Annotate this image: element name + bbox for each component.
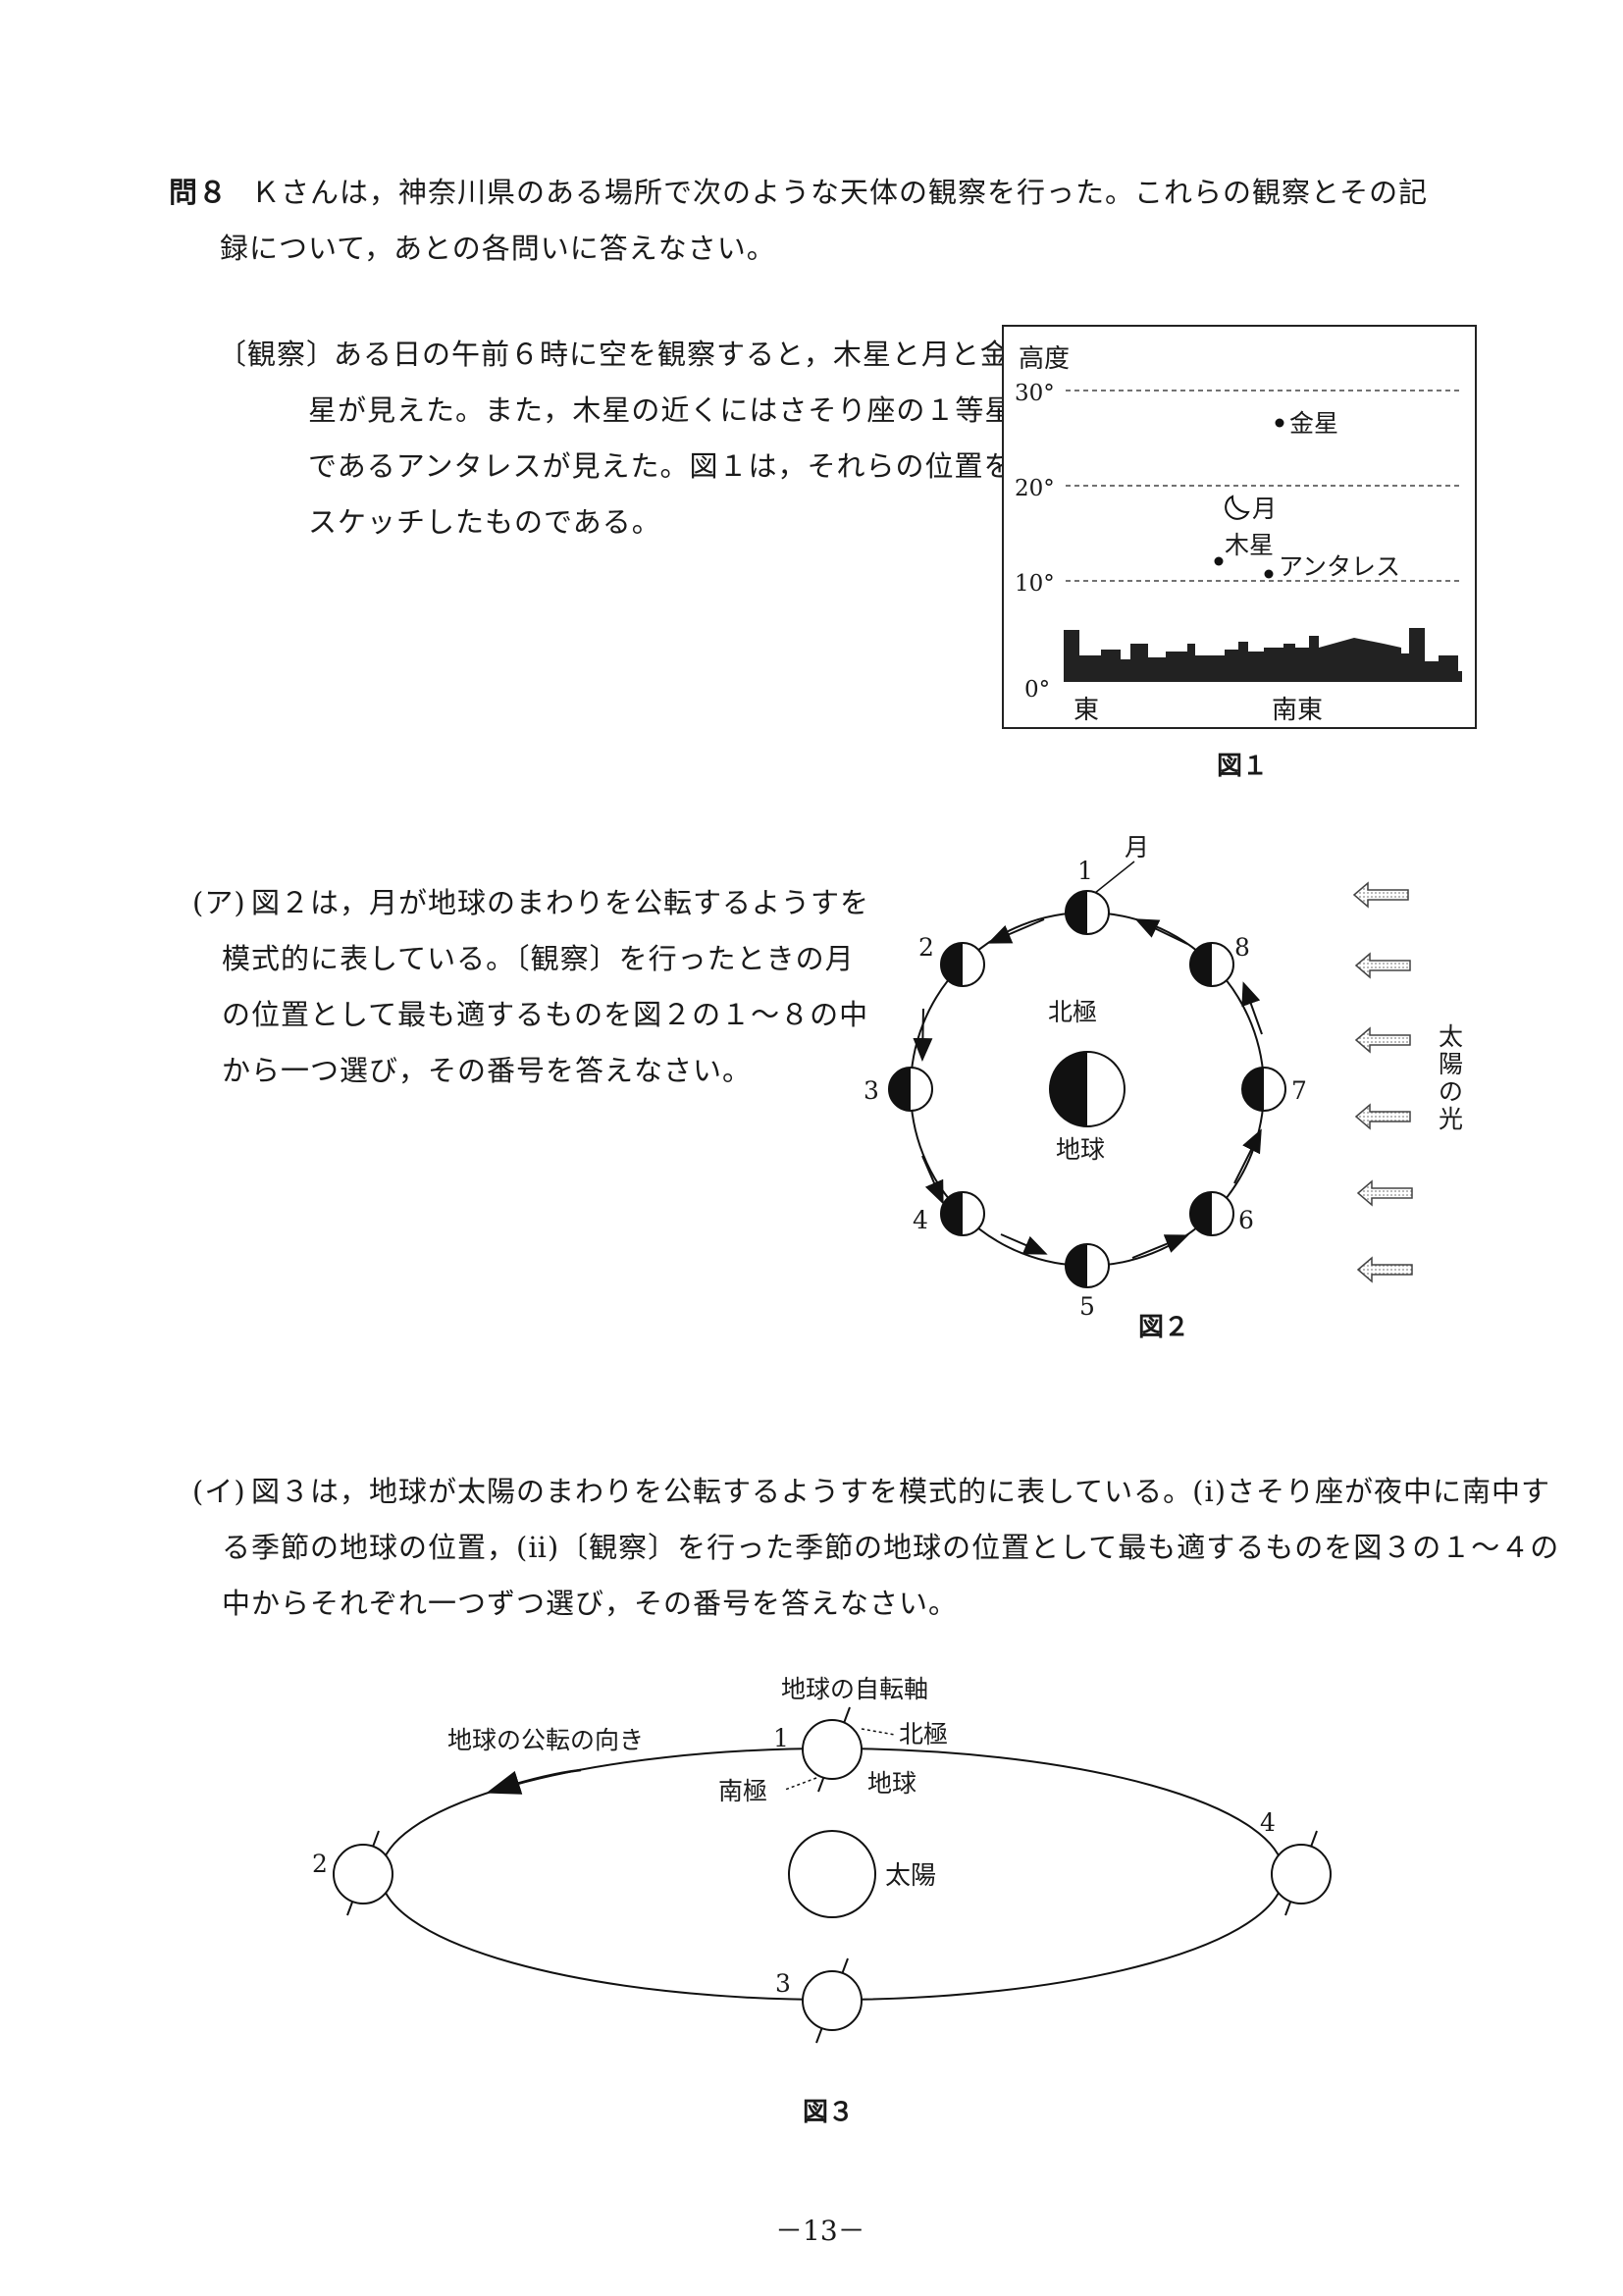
figure1-tick-10: 10° bbox=[1015, 571, 1055, 597]
moon-position-5 bbox=[1065, 1243, 1110, 1288]
moon-crescent-icon bbox=[1225, 495, 1250, 520]
figure3-earth-orbit: 太陽 地球の自転軸 北極 南極 地球 1 2 3 4 地球の公転の向き bbox=[312, 1675, 1332, 2044]
moon-position-4 bbox=[940, 1191, 985, 1236]
position-number-7: 7 bbox=[1291, 1076, 1307, 1105]
figure3-position-2: 2 bbox=[312, 1850, 328, 1878]
position-number-5: 5 bbox=[1079, 1292, 1095, 1321]
page-number: －13－ bbox=[775, 2215, 865, 2247]
observation-line2: 星が見えた。また，木星の近くにはさそり座の１等星 bbox=[308, 393, 1015, 427]
earth-position-4 bbox=[1271, 1830, 1332, 1916]
sun-icon bbox=[788, 1830, 876, 1918]
part-a-line3: の位置として最も適するものを図２の１～８の中 bbox=[222, 998, 869, 1031]
figure2-north-pole-label: 北極 bbox=[1048, 998, 1097, 1026]
figure1-y-axis-title: 高度 bbox=[1019, 344, 1070, 374]
part-a-line1: 図２は，月が地球のまわりを公転するようすを bbox=[251, 886, 870, 919]
orbit-direction-arrows bbox=[913, 918, 1263, 1259]
sunlight-arrows bbox=[1352, 881, 1413, 1283]
figure1-tick-30: 30° bbox=[1015, 381, 1055, 406]
earth-position-2 bbox=[333, 1830, 393, 1916]
question-intro-line2: 録について，あとの各問いに答えなさい。 bbox=[220, 232, 776, 265]
earth-icon bbox=[1049, 1051, 1126, 1127]
antares-label: アンタレス bbox=[1279, 552, 1400, 581]
earth-position-1 bbox=[802, 1706, 863, 1793]
sunlight-char-4: 光 bbox=[1439, 1105, 1463, 1133]
figure3-caption: 図３ bbox=[803, 2098, 855, 2127]
observation-line1: ある日の午前６時に空を観察すると，木星と月と金 bbox=[334, 338, 1010, 371]
position-number-8: 8 bbox=[1234, 933, 1250, 962]
figure2-earth-label: 地球 bbox=[1056, 1135, 1105, 1164]
sunlight-char-2: 陽 bbox=[1439, 1050, 1463, 1078]
part-a-label: (ア) bbox=[192, 886, 246, 919]
question-intro-line1: Ｋさんは，神奈川県のある場所で次のような天体の観察を行った。これらの観察とその記 bbox=[251, 176, 1429, 209]
figure2-moon-label: 月 bbox=[1125, 833, 1149, 861]
figure3-earth-label: 地球 bbox=[867, 1769, 916, 1798]
moon-label: 月 bbox=[1252, 495, 1277, 523]
moon-position-7 bbox=[1241, 1067, 1286, 1112]
observation-line3: であるアンタレスが見えた。図１は，それらの位置を bbox=[308, 449, 1014, 483]
moon-position-6 bbox=[1189, 1191, 1234, 1236]
figure1-tick-0: 0° bbox=[1024, 677, 1050, 703]
moon-position-8 bbox=[1189, 942, 1234, 987]
figure3-position-3: 3 bbox=[775, 1969, 791, 1998]
question-number: 問８ bbox=[169, 176, 229, 209]
moon-position-1 bbox=[1065, 890, 1110, 935]
part-b-line2: る季節の地球の位置，(ⅱ)〔観察〕を行った季節の地球の位置として最も適するものを… bbox=[222, 1531, 1560, 1564]
figure2-moon-orbit: 北極 地球 月 1 2 3 4 5 6 7 8 太 陽 の 光 bbox=[864, 833, 1463, 1321]
position-number-6: 6 bbox=[1238, 1206, 1254, 1234]
position-number-3: 3 bbox=[864, 1076, 879, 1105]
part-b-label: (イ) bbox=[192, 1475, 246, 1508]
figure3-sun-label: 太陽 bbox=[885, 1861, 936, 1891]
figure1-tick-20: 20° bbox=[1015, 476, 1055, 501]
figure1-caption: 図１ bbox=[1217, 752, 1269, 781]
part-b-line3: 中からそれぞれ一つずつ選び，その番号を答えなさい。 bbox=[222, 1587, 959, 1620]
figure3-north-pole-label: 北極 bbox=[899, 1720, 948, 1748]
position-number-4: 4 bbox=[913, 1206, 928, 1234]
figure1-skyline bbox=[1064, 628, 1462, 682]
moon-position-2 bbox=[940, 942, 985, 987]
figure3-position-4: 4 bbox=[1260, 1808, 1276, 1837]
position-number-1: 1 bbox=[1077, 857, 1093, 885]
figure2-caption: 図２ bbox=[1138, 1313, 1190, 1342]
moon-position-3 bbox=[888, 1067, 933, 1112]
venus-label: 金星 bbox=[1289, 409, 1338, 438]
observation-label: 〔観察〕 bbox=[218, 338, 337, 371]
figure1-x-label-southeast: 南東 bbox=[1272, 696, 1323, 725]
earth-position-3 bbox=[802, 1957, 863, 2044]
sunlight-char-1: 太 bbox=[1439, 1022, 1463, 1051]
part-a-line2: 模式的に表している。〔観察〕を行ったときの月 bbox=[222, 942, 855, 975]
figure3-axis-label: 地球の自転軸 bbox=[781, 1675, 928, 1703]
part-a-line4: から一つ選び，その番号を答えなさい。 bbox=[222, 1054, 753, 1087]
part-b-line1: 図３は，地球が太陽のまわりを公転するようすを模式的に表している。(ⅰ)さそり座が… bbox=[251, 1475, 1551, 1508]
figure1-sky-sketch: 高度 30° 20° 10° 0° 東 南東 金星 月 木星 アンタレス bbox=[1002, 325, 1477, 729]
figure3-revolution-label: 地球の公転の向き bbox=[447, 1726, 644, 1754]
observation-line4: スケッチしたものである。 bbox=[308, 505, 661, 539]
position-number-2: 2 bbox=[918, 933, 934, 962]
sunlight-char-3: の bbox=[1439, 1077, 1463, 1106]
figure3-south-pole-label: 南極 bbox=[718, 1777, 767, 1805]
figure3-position-1: 1 bbox=[773, 1724, 789, 1752]
antares-dot bbox=[1264, 569, 1274, 579]
venus-dot bbox=[1275, 418, 1284, 428]
jupiter-label: 木星 bbox=[1225, 531, 1274, 559]
revolution-arrow-icon bbox=[486, 1768, 582, 1795]
jupiter-dot bbox=[1214, 556, 1224, 566]
figure1-x-label-east: 東 bbox=[1073, 696, 1099, 725]
